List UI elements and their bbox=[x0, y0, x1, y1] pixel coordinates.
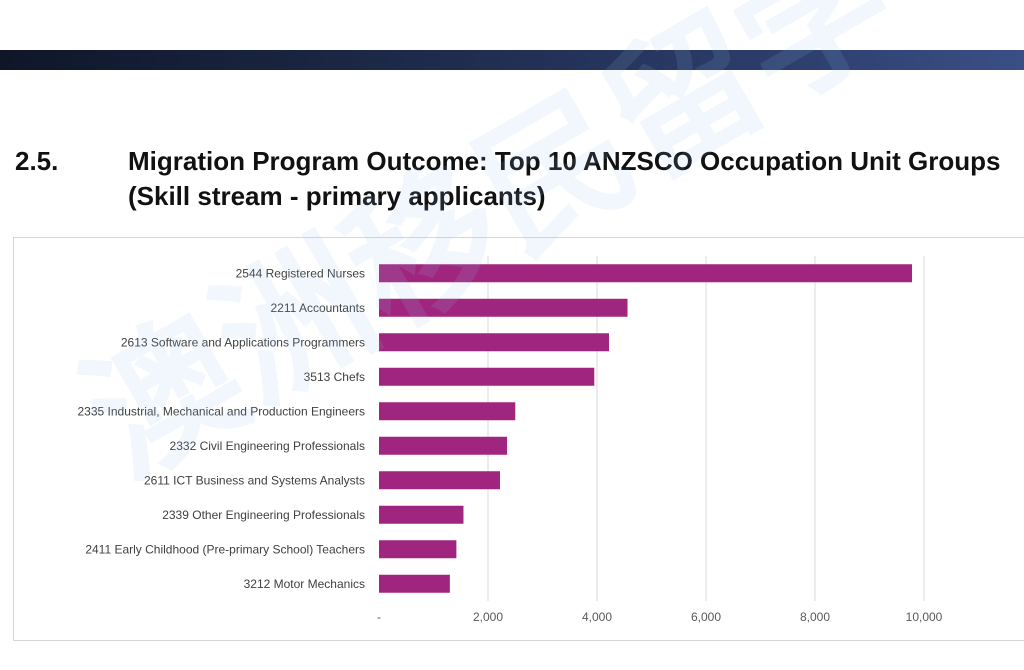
category-label: 2411 Early Childhood (Pre-primary School… bbox=[85, 542, 365, 556]
x-tick-label: 10,000 bbox=[906, 610, 943, 624]
bar bbox=[379, 402, 516, 421]
x-tick-label: 8,000 bbox=[800, 610, 830, 624]
x-tick-label: 4,000 bbox=[582, 610, 612, 624]
category-label: 2211 Accountants bbox=[270, 301, 365, 315]
section-number: 2.5. bbox=[15, 146, 59, 176]
bar bbox=[379, 264, 913, 283]
category-label: 2332 Civil Engineering Professionals bbox=[170, 439, 365, 453]
bar bbox=[379, 540, 457, 559]
x-tick-label: 2,000 bbox=[473, 610, 503, 624]
category-label: 3212 Motor Mechanics bbox=[244, 577, 365, 591]
bar bbox=[379, 333, 609, 352]
category-label: 2544 Registered Nurses bbox=[236, 266, 365, 280]
bar bbox=[379, 505, 464, 524]
bar bbox=[379, 367, 595, 386]
category-label: 2613 Software and Applications Programme… bbox=[121, 335, 365, 349]
category-label: 2611 ICT Business and Systems Analysts bbox=[144, 473, 365, 487]
bar bbox=[379, 298, 628, 317]
x-tick-label: 6,000 bbox=[691, 610, 721, 624]
chart-frame: - 2,000 4,000 6,000 8,000 10,000 2544 Register… bbox=[13, 237, 1024, 641]
bar bbox=[379, 574, 450, 593]
section-title: Migration Program Outcome: Top 10 ANZSCO… bbox=[128, 146, 1001, 211]
bar-chart: - 2,000 4,000 6,000 8,000 10,000 2544 Register… bbox=[77, 256, 943, 624]
bar bbox=[379, 471, 500, 490]
category-label: 2339 Other Engineering Professionals bbox=[162, 508, 365, 522]
category-label: 2335 Industrial, Mechanical and Producti… bbox=[77, 404, 365, 418]
category-label: 3513 Chefs bbox=[304, 370, 365, 384]
top-banner-bar bbox=[0, 50, 1024, 70]
bar bbox=[379, 436, 508, 455]
x-tick-label: - bbox=[377, 610, 381, 624]
